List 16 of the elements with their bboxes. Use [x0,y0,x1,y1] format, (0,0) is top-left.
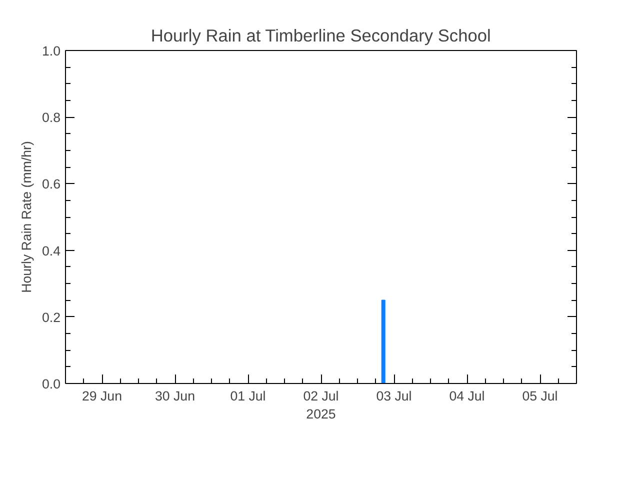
x-tick-label: 01 Jul [230,388,266,404]
y-tick-label: 0.4 [42,243,62,258]
x-tick-label: 05 Jul [522,388,558,404]
y-tick-label: 0.0 [42,376,61,392]
x-tick-label: 02 Jul [303,388,339,404]
x-tick-label: 04 Jul [449,388,485,404]
x-axis-title: 2025 [306,406,336,422]
x-tick-label: 03 Jul [376,388,412,404]
y-axis-title: Hourly Rain Rate (mm/hr) [18,141,34,293]
x-tick-label: 29 Jun [82,388,122,404]
chart-title: Hourly Rain at Timberline Secondary School [150,26,491,46]
y-tick-label: 0.2 [42,310,61,325]
x-tick-label: 30 Jun [154,388,196,404]
y-tick-label: 0.8 [42,110,61,126]
y-tick-label: 1.0 [42,44,61,58]
y-tick-label: 0.6 [42,176,61,192]
